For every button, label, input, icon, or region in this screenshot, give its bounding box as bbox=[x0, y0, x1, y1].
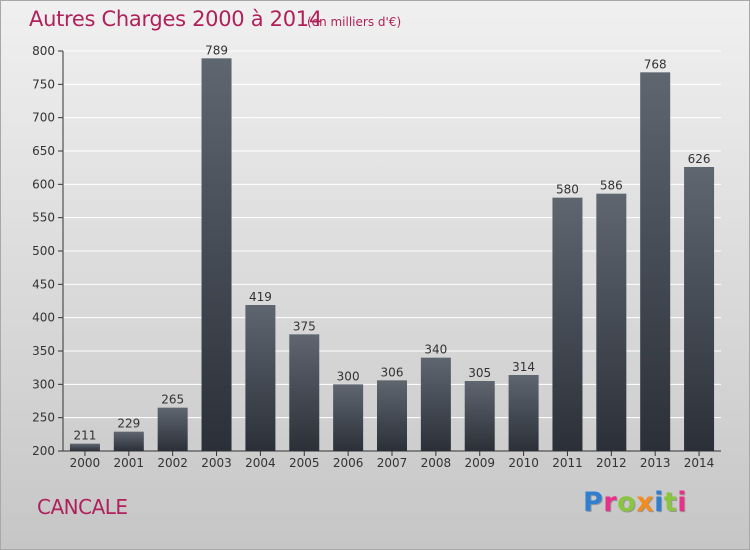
y-tick-label: 750 bbox=[32, 77, 55, 91]
data-label: 375 bbox=[293, 319, 316, 333]
axes: 200 250 300 350 400 450 500 550 600 650 700 750 800 2… bbox=[32, 44, 721, 470]
x-tick-label: 2000 bbox=[70, 456, 101, 470]
logo-letter: t bbox=[663, 487, 678, 518]
bar bbox=[552, 197, 583, 451]
logo-letter: P bbox=[583, 487, 604, 518]
y-tick-label: 800 bbox=[32, 44, 55, 58]
logo-letter: i bbox=[654, 487, 664, 518]
bar bbox=[684, 167, 715, 451]
y-tick-label: 450 bbox=[32, 277, 55, 291]
proxiti-logo[interactable]: Proxiti bbox=[583, 487, 687, 518]
data-label: 586 bbox=[600, 179, 623, 193]
y-tick-label: 200 bbox=[32, 444, 55, 458]
chart-subtitle: (en milliers d'€) bbox=[307, 15, 402, 29]
bar bbox=[377, 380, 407, 451]
y-tick-label: 350 bbox=[32, 344, 55, 358]
x-tick-label: 2012 bbox=[596, 456, 627, 470]
logo-letter: i bbox=[677, 487, 688, 518]
data-label: 419 bbox=[249, 290, 272, 304]
data-labels: 211 229 265 789 419 375 300 306 340 305 314 580 586 7… bbox=[73, 43, 710, 442]
bar bbox=[113, 431, 144, 451]
logo-letter: r bbox=[603, 487, 618, 518]
bar bbox=[640, 72, 671, 451]
x-tick-label: 2001 bbox=[114, 456, 145, 470]
data-label: 580 bbox=[556, 183, 579, 197]
bar bbox=[201, 58, 232, 451]
y-tick-label: 700 bbox=[32, 111, 55, 125]
logo-letter: o bbox=[617, 487, 637, 518]
y-tick-label: 400 bbox=[32, 311, 55, 325]
y-tick-label: 600 bbox=[32, 177, 55, 191]
bar bbox=[596, 193, 627, 451]
y-tick-label: 250 bbox=[32, 411, 55, 425]
bar bbox=[245, 305, 276, 451]
bar bbox=[289, 334, 320, 451]
x-tick-label: 2006 bbox=[333, 456, 364, 470]
x-tick-label: 2009 bbox=[464, 456, 495, 470]
data-label: 306 bbox=[381, 365, 404, 379]
data-label: 211 bbox=[73, 429, 96, 443]
data-label: 340 bbox=[424, 343, 447, 357]
x-tick-label: 2004 bbox=[245, 456, 276, 470]
x-tick-label: 2005 bbox=[289, 456, 320, 470]
data-label: 768 bbox=[644, 57, 667, 71]
data-label: 626 bbox=[688, 152, 711, 166]
x-tick-label: 2007 bbox=[377, 456, 408, 470]
data-label: 789 bbox=[205, 43, 228, 57]
x-tick-label: 2003 bbox=[201, 456, 232, 470]
data-label: 305 bbox=[468, 366, 491, 380]
bar bbox=[508, 375, 539, 451]
x-tick-label: 2010 bbox=[508, 456, 539, 470]
city-name: CANCALE bbox=[37, 495, 128, 519]
bar bbox=[157, 407, 188, 451]
data-label: 265 bbox=[161, 393, 184, 407]
y-tick-label: 300 bbox=[32, 377, 55, 391]
bar bbox=[69, 443, 100, 451]
y-tick-label: 500 bbox=[32, 244, 55, 258]
data-label: 229 bbox=[117, 417, 140, 431]
chart-title: Autres Charges 2000 à 2014 bbox=[29, 7, 322, 31]
x-tick-label: 2013 bbox=[640, 456, 671, 470]
x-tick-label: 2008 bbox=[421, 456, 452, 470]
bar bbox=[420, 357, 451, 451]
data-label: 314 bbox=[512, 360, 535, 374]
data-label: 300 bbox=[337, 369, 360, 383]
bar bbox=[333, 384, 364, 451]
bars bbox=[69, 58, 715, 451]
x-tick-label: 2011 bbox=[552, 456, 583, 470]
bar bbox=[464, 381, 495, 451]
y-tick-label: 650 bbox=[32, 144, 55, 158]
y-tick-label: 550 bbox=[32, 211, 55, 225]
x-tick-label: 2002 bbox=[157, 456, 188, 470]
logo-letter: x bbox=[636, 487, 655, 518]
x-tick-label: 2014 bbox=[684, 456, 715, 470]
